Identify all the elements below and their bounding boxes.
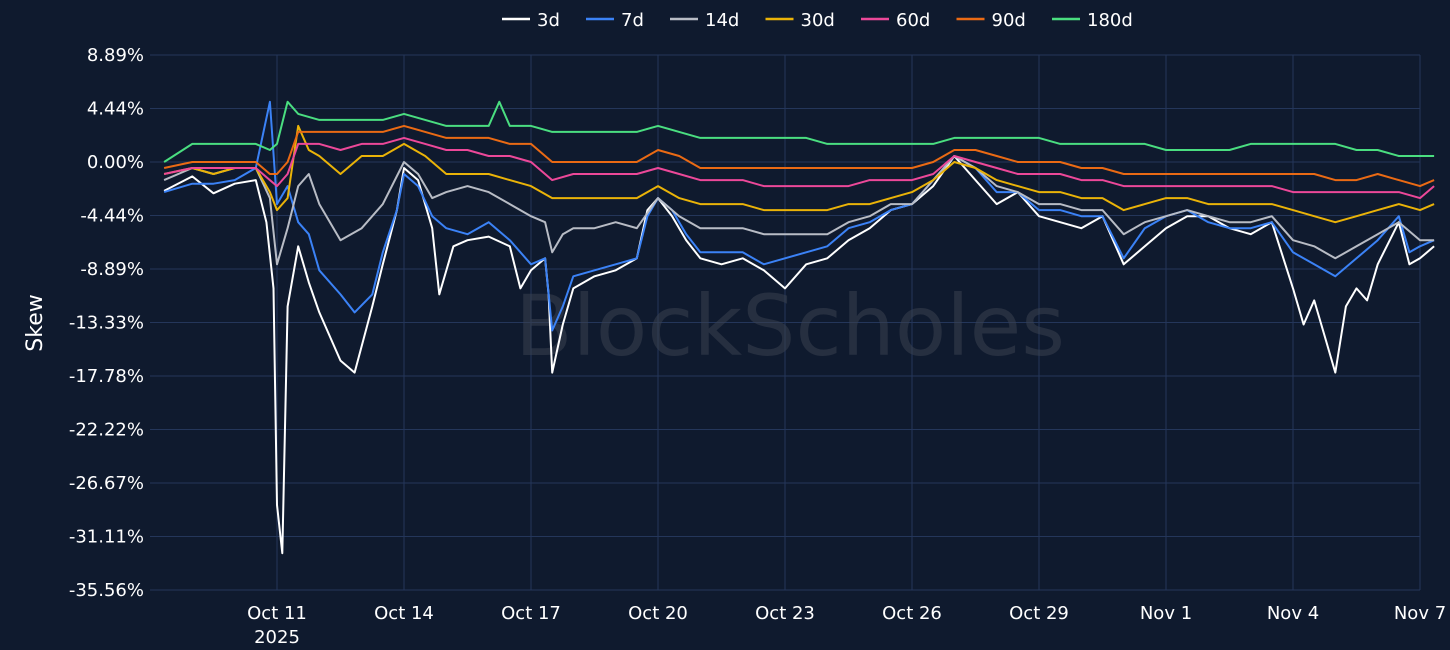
y-tick-label: -13.33% [69, 312, 144, 333]
x-tick-label: Oct 17 [501, 603, 561, 624]
x-tick-label: Oct 29 [1009, 603, 1069, 624]
y-tick-label: 4.44% [87, 99, 144, 120]
x-tick-label: Nov 4 [1267, 603, 1319, 624]
x-tick-label: Oct 23 [755, 603, 815, 624]
series-line-90d [163, 124, 1435, 188]
y-tick-label: -4.44% [80, 205, 144, 226]
x-tick-label: Oct 20 [628, 603, 688, 624]
legend: 3d 7d 14d 30d 60d 90d 180d [502, 10, 1133, 31]
series-line-14d [163, 155, 1435, 266]
x-tick-label: Nov 1 [1140, 603, 1192, 624]
legend-label: 180d [1087, 10, 1133, 31]
x-tick-label: Oct 26 [882, 603, 942, 624]
legend-label: 14d [705, 10, 739, 31]
series-line-60d [163, 136, 1435, 200]
legend-item-3d[interactable]: 3d [502, 10, 560, 31]
y-tick-label: -35.56% [69, 580, 144, 601]
series-line-3d [163, 155, 1435, 555]
y-tick-label: -26.67% [69, 473, 144, 494]
y-tick-label: 0.00% [87, 152, 144, 173]
series-line-30d [163, 124, 1435, 224]
series-line-180d [163, 100, 1435, 163]
x-tick-label: Oct 11 [247, 603, 307, 624]
y-tick-label: -22.22% [69, 419, 144, 440]
x-tick-label: Oct 14 [374, 603, 434, 624]
x-axis-ticks: Oct 11 2025 Oct 14 Oct 17 Oct 20 Oct 23 Oct 26… [247, 603, 1446, 648]
legend-item-90d[interactable]: 90d [956, 10, 1026, 31]
legend-label: 7d [621, 10, 644, 31]
legend-item-14d[interactable]: 14d [670, 10, 739, 31]
y-axis-title: Skew [23, 294, 48, 351]
series-line-7d [163, 100, 1435, 332]
y-tick-label: -8.89% [80, 259, 144, 280]
x-tick-year-label: 2025 [254, 627, 300, 648]
legend-item-30d[interactable]: 30d [765, 10, 835, 31]
series-lines [163, 100, 1435, 555]
legend-label: 60d [896, 10, 930, 31]
y-axis-ticks: 8.89% 4.44% 0.00% -4.44% -8.89% -13.33% -17.78… [69, 45, 144, 601]
legend-item-7d[interactable]: 7d [586, 10, 644, 31]
x-tick-label: Nov 7 [1394, 603, 1446, 624]
legend-label: 3d [537, 10, 560, 31]
legend-label: 90d [992, 10, 1026, 31]
y-tick-label: -17.78% [69, 366, 144, 387]
legend-item-60d[interactable]: 60d [861, 10, 930, 31]
legend-item-180d[interactable]: 180d [1052, 10, 1133, 31]
y-tick-label: 8.89% [87, 45, 144, 66]
legend-label: 30d [801, 10, 835, 31]
watermark: BlockScholes [515, 277, 1065, 375]
y-tick-label: -31.11% [69, 526, 144, 547]
